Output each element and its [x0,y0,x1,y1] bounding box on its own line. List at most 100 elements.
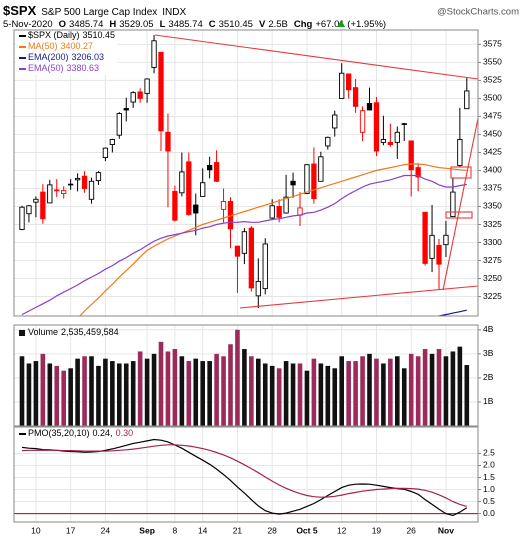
candle-body [186,161,192,215]
candle-body [346,73,352,91]
volume-bar [19,356,25,426]
pmo-panel [14,438,478,517]
x-tick-label: Sep [139,525,155,535]
price-panel [19,35,470,316]
volume-bar [110,361,115,426]
volume-bar [235,329,240,426]
legend-entry: EMA(50) 3380.63 [28,63,99,73]
y-tick-label: 2.5 [483,448,495,458]
y-tick-label: 3400 [483,165,502,175]
volume-bar [228,344,233,426]
quote-label: Chg [294,19,313,30]
y-tick-label: 3250 [483,273,502,283]
volume-bar [304,370,310,426]
candle-body [373,102,380,152]
line-series [21,174,467,316]
volume-bar [367,353,372,426]
legend-text: 3380.63 [67,63,100,73]
legend-entry: Volume 2,535,459,584 [28,327,119,337]
legend-text: 3206.03 [72,52,105,62]
volume-bar [290,363,296,426]
axes: 10 17 24 Sep 8 14 21 28 Oct 5 12 19 26 Nov 3225 3250 32… [31,39,502,536]
y-tick-label: 3300 [483,237,502,247]
candle-body [130,92,136,103]
candle-body [304,164,310,194]
candle-body [234,245,241,257]
candle-body [352,87,359,107]
volume-bar [96,365,101,426]
x-tick-label: 10 [31,525,41,535]
quote-label: C [209,19,216,30]
support-box [450,166,472,179]
quote-label: L [160,19,166,30]
x-tick-label: 8 [173,525,178,535]
volume-bar [158,341,164,426]
y-tick-label: 2.0 [483,460,495,470]
legend-text: MA(50) [28,41,58,51]
volume-bar [47,363,53,426]
trendline [442,115,478,291]
chart-header: $SPX S&P 500 Large Cap Index INDX [3,3,186,18]
panel-frames [13,29,479,523]
x-tick-label: 21 [233,525,243,535]
candle-body [67,183,74,186]
candle-body [450,191,456,218]
candle-body [325,136,331,147]
y-tick-label: 3375 [483,183,502,193]
candle-body [109,139,116,145]
y-tick-label: 3575 [483,39,502,49]
x-tick-label: 28 [267,525,277,535]
volume-bar [443,356,449,426]
volume-bar [297,363,303,426]
volume-bar [68,368,73,426]
volume-bar [33,361,39,426]
legend-entry: $SPX (Daily) 3510.45 [28,30,115,40]
candle-body [19,206,25,231]
volume-bar [395,356,400,426]
volume-bar [262,363,268,426]
volume-bar [221,356,226,426]
volume-bar [436,349,442,426]
volume-bar [137,351,143,426]
volume-bar [26,363,32,426]
candle-body [144,78,150,94]
x-tick-label: Nov [438,525,454,535]
exchange: INDX [162,7,186,18]
candle-body [241,231,248,254]
volume-bar [249,356,254,426]
y-tick-label: 0.5 [483,496,495,506]
candle-body [158,51,164,132]
candle-body [47,184,53,204]
candle-body [81,175,88,189]
candle-body [123,108,129,111]
volume-bar [339,356,344,426]
legend-entry: EMA(200) 3206.03 [28,52,104,62]
volume-bar [172,349,178,426]
y-tick-label: 3B [483,348,494,358]
candle-body [318,156,324,182]
volume-bar [422,349,428,426]
line-series [78,163,467,316]
volume-bar [450,351,456,426]
candle-body [276,206,282,218]
volume-bar [242,349,247,426]
legend-box [16,31,119,75]
candle-body [415,167,421,178]
candle-body [366,103,373,111]
quote-value: 3485.74 [69,19,103,30]
candle-body [283,196,289,214]
volume-bar [276,368,282,426]
x-tick-label: 24 [101,525,111,535]
volume-bar [311,358,317,426]
legend-text: 0.30 [116,428,134,438]
quote-value: 3510.45 [219,19,253,30]
panel-frame [13,426,479,523]
y-tick-label: 3350 [483,201,502,211]
quote-line: 5-Nov-2020 O 3485.74 H 3529.05 L 3485.74 C 3510.… [3,19,386,30]
panel-frame [13,324,479,427]
legend-text: Volume [28,327,58,337]
x-tick-label: 14 [198,525,208,535]
volume-bar [40,353,46,426]
